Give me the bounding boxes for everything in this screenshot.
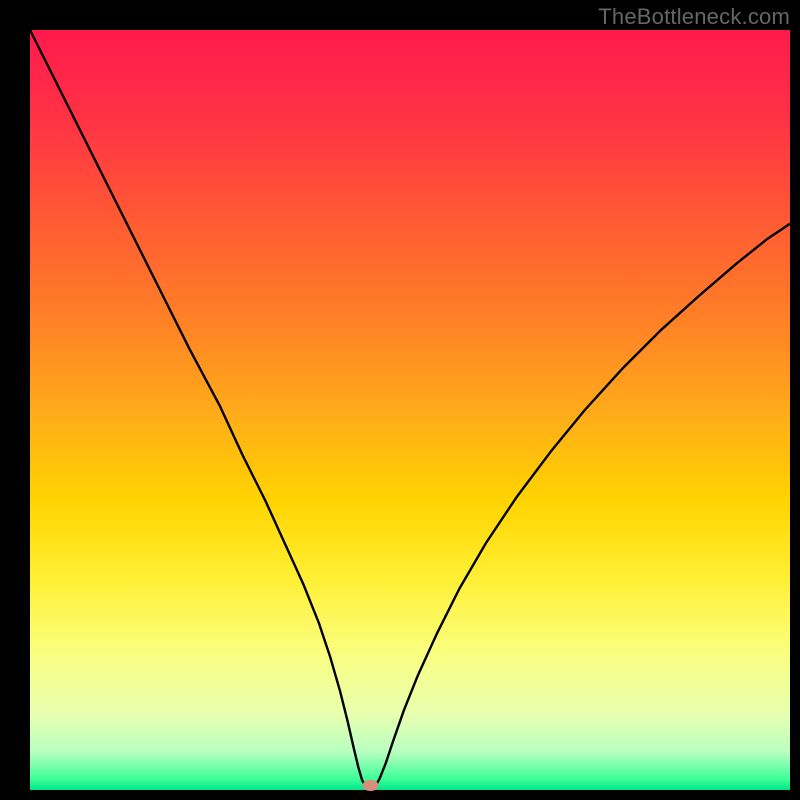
chart-container: TheBottleneck.com xyxy=(0,0,800,800)
optimum-marker xyxy=(362,780,378,791)
watermark-text: TheBottleneck.com xyxy=(598,4,790,30)
plot-area xyxy=(30,30,790,790)
bottleneck-chart xyxy=(0,0,800,800)
